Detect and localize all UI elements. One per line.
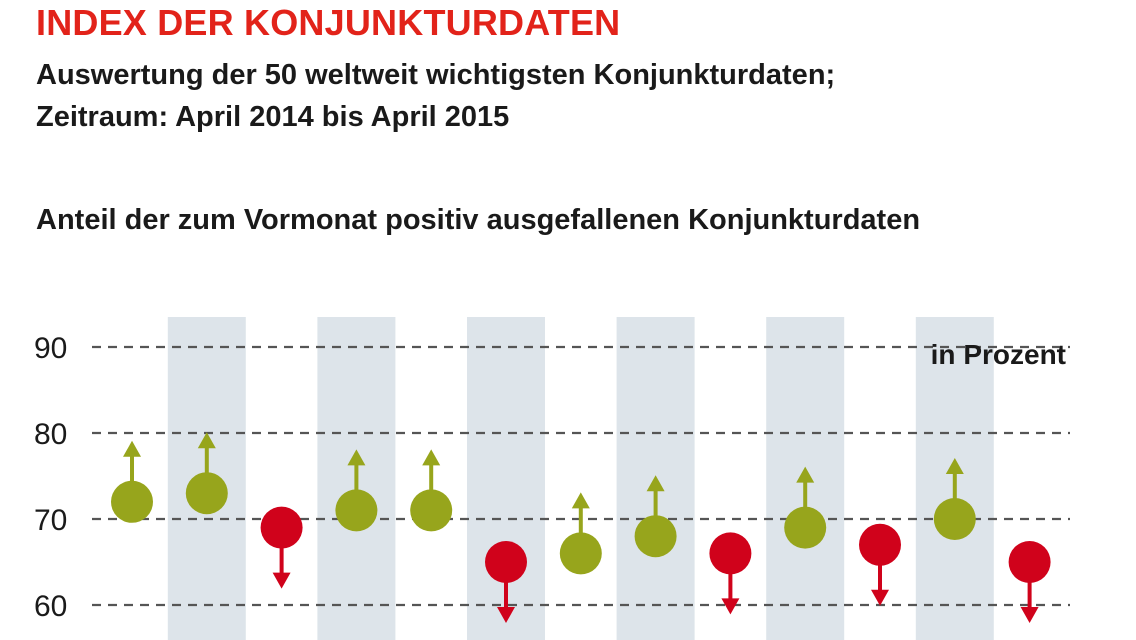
y-tick-label-90: 90 [34, 332, 67, 365]
data-point-circle-9 [784, 506, 827, 549]
data-point-0 [111, 440, 153, 523]
data-point-9 [784, 466, 827, 549]
arrow-up-icon-7 [646, 475, 665, 492]
data-point-circle-12 [1008, 541, 1051, 583]
data-point-12 [1008, 541, 1051, 623]
column-shading [167, 317, 994, 640]
arrow-down-icon-2 [272, 572, 291, 589]
data-point-11 [933, 458, 976, 540]
unit-label: in Prozent [931, 339, 1066, 370]
data-point-circle-5 [485, 541, 527, 583]
data-point-circle-7 [634, 515, 677, 558]
arrow-down-icon-10 [871, 589, 889, 606]
y-tick-label-80: 80 [34, 418, 67, 451]
y-axis-ticks: 60 70 80 90 [34, 332, 67, 623]
data-point-circle-1 [185, 472, 228, 515]
data-point-6 [559, 492, 602, 575]
subtitle-line-2: Zeitraum: April 2014 bis April 2015 [36, 101, 510, 133]
arrow-down-icon-12 [1020, 607, 1039, 623]
arrow-up-icon-6 [571, 492, 590, 509]
data-point-3 [335, 449, 378, 532]
data-point-circle-11 [933, 498, 976, 540]
y-tick-label-60: 60 [34, 590, 67, 623]
data-point-7 [634, 475, 677, 558]
data-points [111, 432, 1051, 623]
data-point-5 [485, 541, 527, 623]
arrow-down-icon-8 [721, 598, 740, 615]
data-point-circle-6 [559, 532, 602, 575]
data-point-circle-10 [859, 523, 901, 566]
arrow-up-icon-11 [945, 458, 964, 474]
arrow-down-icon-5 [497, 607, 515, 623]
arrow-up-icon-1 [197, 432, 216, 449]
y-tick-label-70: 70 [34, 504, 67, 537]
arrow-up-icon-4 [422, 449, 441, 466]
chart-title: INDEX DER KONJUNKTURDATEN [36, 2, 621, 43]
data-point-circle-8 [709, 532, 752, 575]
chart-heading: Anteil der zum Vormonat positiv ausgefal… [36, 204, 921, 236]
data-point-circle-2 [260, 506, 303, 549]
data-point-2 [260, 506, 303, 589]
arrow-up-icon-3 [347, 449, 366, 466]
data-point-circle-3 [335, 489, 378, 532]
arrow-up-icon-9 [796, 466, 815, 483]
data-point-8 [709, 532, 752, 615]
data-point-circle-0 [111, 480, 153, 523]
data-point-circle-4 [410, 489, 453, 532]
subtitle-line-1: Auswertung der 50 weltweit wichtigsten K… [36, 59, 836, 91]
data-point-1 [185, 432, 228, 515]
chart-subtitle: Auswertung der 50 weltweit wichtigsten K… [36, 54, 1116, 138]
data-point-10 [859, 523, 901, 606]
data-point-4 [410, 449, 453, 532]
arrow-up-icon-0 [123, 440, 141, 457]
